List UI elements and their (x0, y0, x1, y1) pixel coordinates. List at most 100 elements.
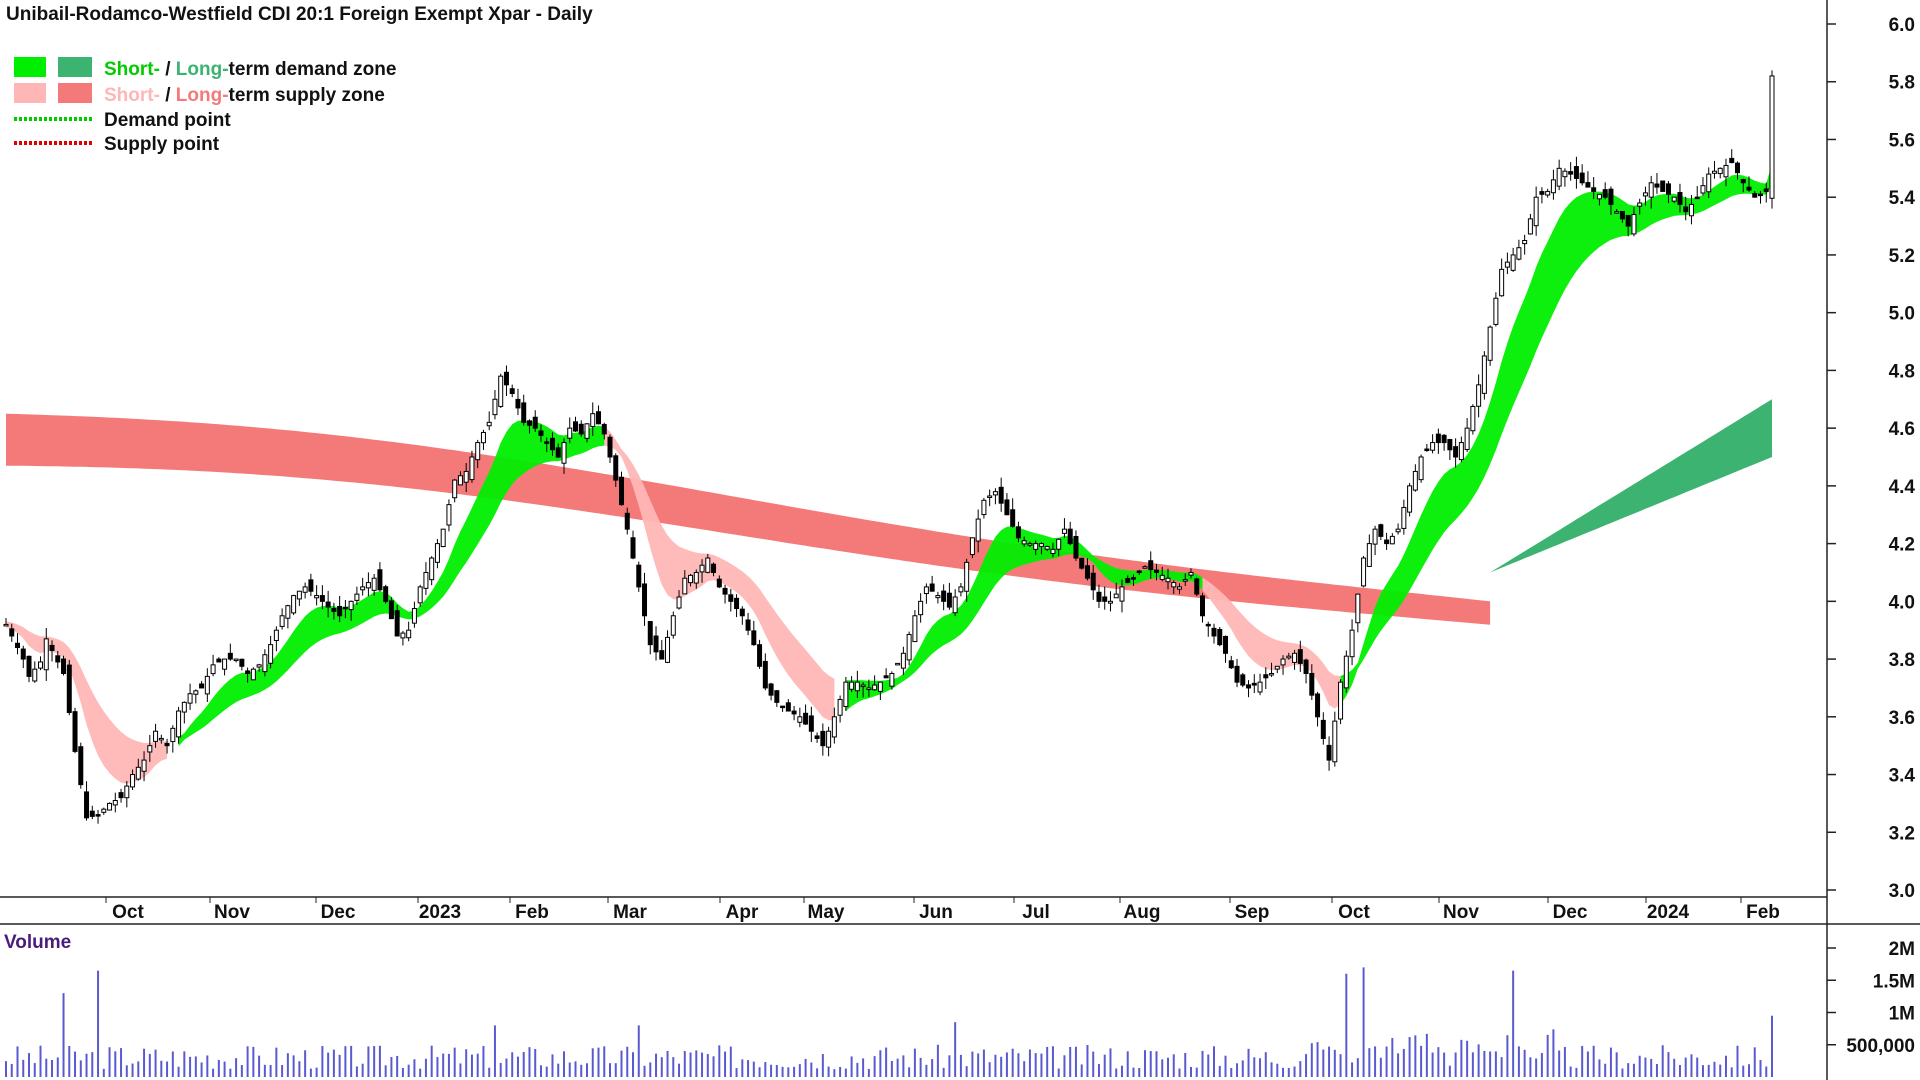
candle-body (1453, 446, 1459, 458)
month-label: Nov (1443, 902, 1479, 923)
candle-body (1533, 196, 1539, 227)
candle-body (371, 577, 377, 591)
candle-body (1021, 540, 1027, 545)
price-tick-label: 3.2 (1889, 823, 1915, 844)
month-label: Jul (1022, 902, 1049, 923)
candle-body (1660, 180, 1666, 192)
candle-body (526, 420, 532, 426)
candle-body (1378, 524, 1384, 537)
candle-body (1303, 659, 1309, 674)
candle-body (20, 648, 26, 660)
candle-body (590, 413, 596, 427)
candle-body (1418, 456, 1424, 481)
candle-body (722, 587, 728, 595)
candle-body (337, 605, 343, 617)
candle-body (480, 431, 486, 444)
short-term-supply-zone (6, 621, 168, 784)
candle-body (1015, 526, 1021, 539)
candle-body (843, 681, 849, 708)
candle-body (227, 652, 233, 660)
candle-body (532, 416, 538, 429)
candle-body (1763, 188, 1769, 192)
candle-body (1493, 297, 1499, 325)
candle-body (1061, 528, 1067, 534)
candle-body (987, 495, 993, 498)
candle-body (1027, 543, 1033, 546)
candle-body (1182, 579, 1188, 582)
candle-body (636, 564, 642, 588)
candle-body (1545, 190, 1551, 196)
candle-body (946, 592, 952, 608)
candle-body (1125, 578, 1131, 584)
candle-body (1096, 591, 1102, 602)
chart-title: Unibail-Rodamco-Westfield CDI 20:1 Forei… (6, 4, 593, 25)
candle-body (1585, 182, 1591, 188)
candle-body (659, 650, 665, 660)
candle-body (1568, 171, 1574, 175)
month-label: Apr (726, 902, 759, 923)
candle-body (26, 655, 32, 677)
short-term-demand-zone (178, 420, 605, 747)
short-term-supply-zone (604, 426, 835, 721)
candle-body (584, 423, 590, 439)
candle-body (1384, 539, 1390, 545)
candle-body (705, 557, 711, 573)
candle-body (296, 590, 302, 600)
candle-body (319, 595, 325, 602)
candle-body (1194, 578, 1200, 595)
candle-body (1717, 167, 1723, 175)
candle-body (1073, 535, 1079, 559)
price-tick-label: 4.6 (1889, 419, 1915, 440)
candle-body (1223, 635, 1229, 654)
candle-body (457, 475, 463, 486)
candle-body (1090, 572, 1096, 591)
candle-body (1176, 586, 1182, 590)
candle-body (929, 583, 935, 592)
candle-body (1366, 543, 1372, 567)
candle-body (1740, 178, 1746, 184)
candle-body (463, 470, 469, 483)
candle-body (619, 476, 625, 506)
legend-supply-rest: term supply zone (229, 85, 385, 106)
candle-body (1280, 658, 1286, 666)
candle-body (1757, 193, 1763, 197)
candle-body (43, 638, 49, 671)
month-label: Oct (1338, 902, 1370, 923)
candle-body (1332, 720, 1338, 763)
candle-body (1637, 202, 1643, 207)
candle-body (1240, 674, 1246, 686)
candle-body (239, 658, 245, 667)
candle-body (72, 711, 78, 752)
candle-body (78, 746, 84, 786)
candle-body (1315, 693, 1321, 718)
candle-body (285, 605, 291, 619)
candle-body (872, 684, 878, 691)
candle-body (38, 661, 44, 669)
candle-body (1211, 627, 1217, 637)
candle-body (503, 371, 509, 386)
candle-body (653, 635, 659, 653)
candle-body (1217, 628, 1223, 646)
candle-body (918, 600, 924, 616)
candle-body (1292, 652, 1298, 663)
candle-body (521, 402, 527, 423)
candle-body (549, 437, 555, 451)
candle-body (745, 619, 751, 631)
candle-body (308, 579, 314, 592)
candle-body (135, 766, 141, 780)
candle-body (107, 802, 113, 811)
candle-body (739, 608, 745, 617)
candle-body (245, 670, 251, 674)
short-term-supply-zone (1202, 577, 1341, 709)
candle-body (509, 388, 515, 394)
candle-body (1550, 179, 1556, 194)
candle-body (222, 658, 228, 670)
candle-body (291, 595, 297, 614)
candle-body (555, 447, 561, 458)
candle-body (716, 578, 722, 588)
candle-body (791, 710, 797, 715)
short-term-demand-zone (845, 526, 1203, 712)
candle-body (981, 499, 987, 516)
candle-body (314, 595, 320, 599)
candle-body (1320, 719, 1326, 739)
